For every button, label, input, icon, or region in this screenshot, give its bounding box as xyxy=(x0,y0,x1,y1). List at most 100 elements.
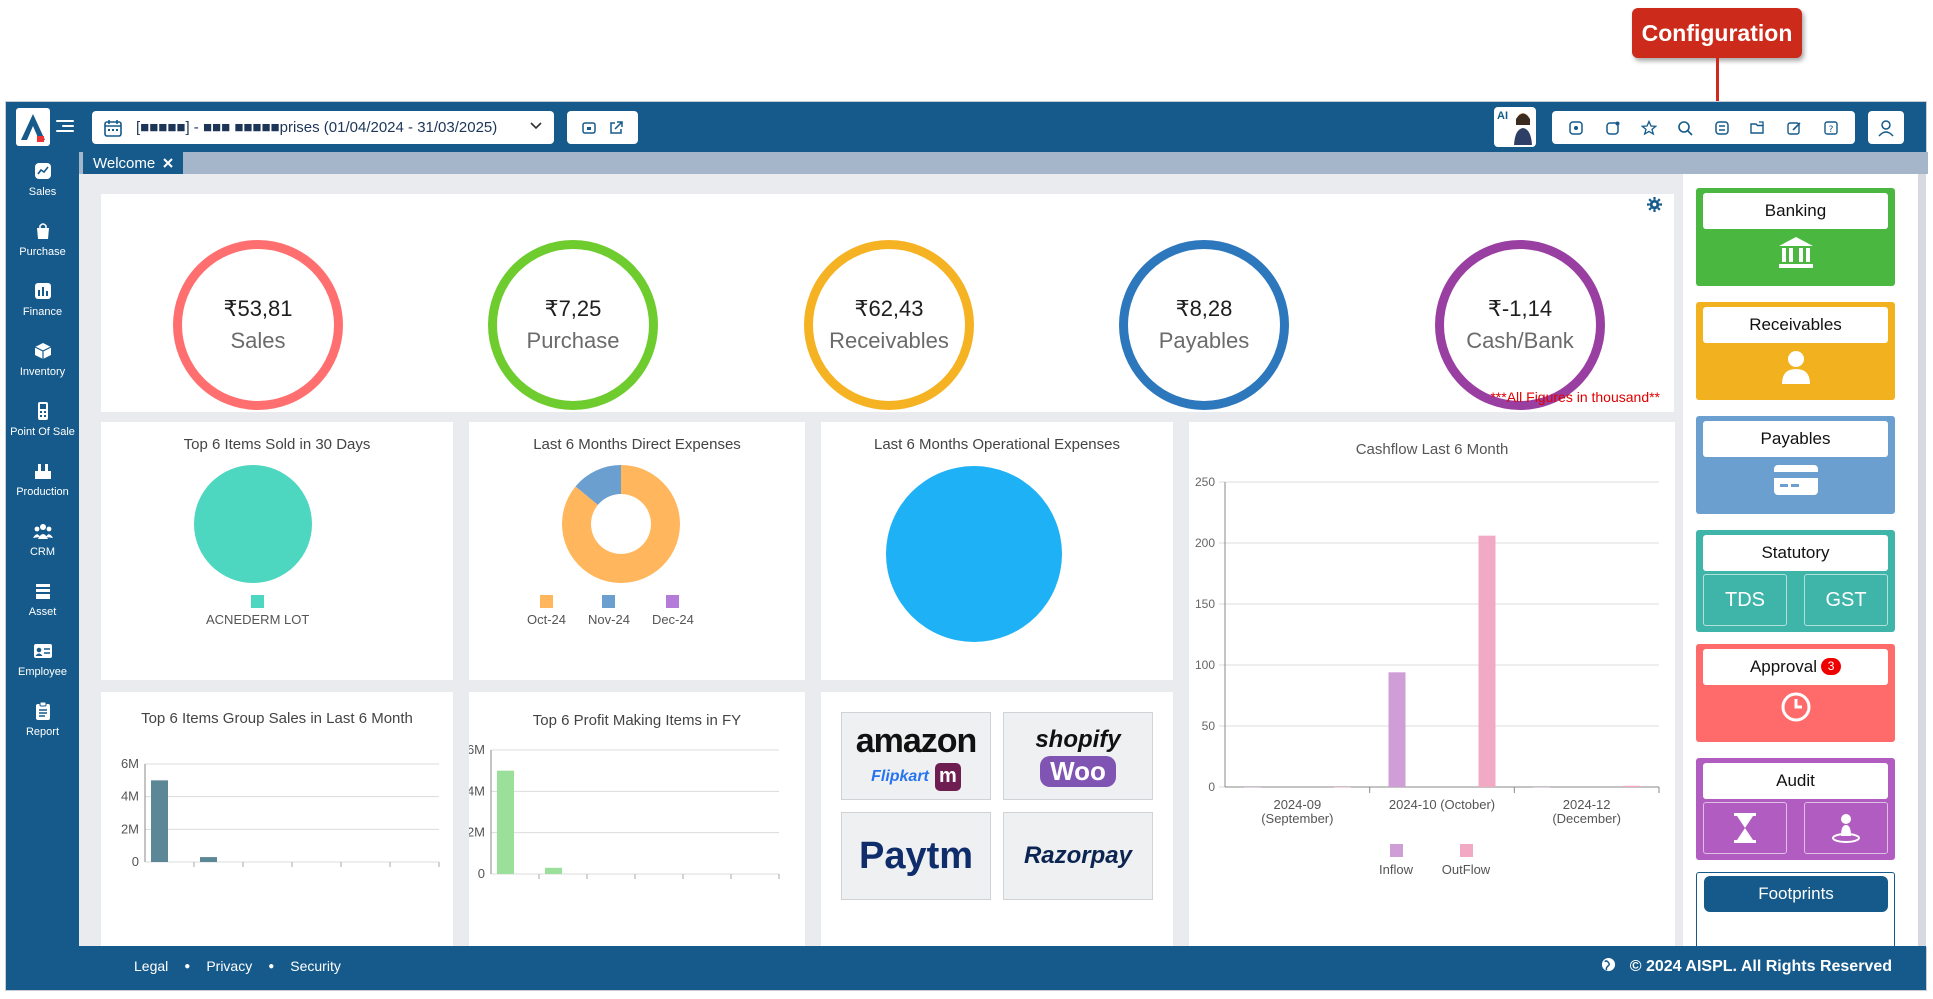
hourglass-button[interactable] xyxy=(1703,802,1787,854)
external-link-icon[interactable] xyxy=(607,119,625,137)
donut-slice[interactable] xyxy=(562,465,680,583)
help-icon[interactable]: ? xyxy=(1822,119,1840,137)
legend-label[interactable]: Inflow xyxy=(1379,862,1414,877)
kpi-payables[interactable]: ₹8,28 Payables xyxy=(1119,240,1289,410)
cashflow-bar[interactable] xyxy=(1333,787,1351,788)
cashflow-bar[interactable] xyxy=(1388,672,1406,787)
y-tick-label: 100 xyxy=(1195,658,1215,672)
legend-item[interactable]: ACNEDERM LOT xyxy=(206,595,309,627)
search-icon[interactable] xyxy=(1676,119,1694,137)
cashflow-bar[interactable] xyxy=(1243,787,1261,788)
bar[interactable] xyxy=(200,857,217,862)
sidebar-item-sales[interactable]: Sales xyxy=(6,152,79,212)
dashboard-content: ₹53,81 Sales ₹7,25 Purchase ₹62,43 Recei… xyxy=(79,174,1928,947)
shopify-woo-logo[interactable]: shopify Woo xyxy=(1003,712,1153,800)
paytm-logo[interactable]: Paytm xyxy=(841,812,991,900)
audit-trail-button[interactable] xyxy=(1804,802,1888,854)
app-logo[interactable] xyxy=(16,108,50,146)
paytm-logo-text: Paytm xyxy=(858,834,974,877)
razorpay-logo[interactable]: Razorpay xyxy=(1003,812,1153,900)
security-link[interactable]: Security xyxy=(290,958,341,974)
legal-link[interactable]: Legal xyxy=(134,958,169,974)
legend-label[interactable]: OutFlow xyxy=(1442,862,1491,877)
amazon-flipkart-meesho-logo[interactable]: amazon Flipkart m xyxy=(841,712,991,800)
y-tick-label: 50 xyxy=(1202,719,1216,733)
sidebar-item-finance[interactable]: Finance xyxy=(6,272,79,332)
pos-terminal-icon xyxy=(32,400,54,422)
close-tab-icon[interactable] xyxy=(163,155,173,172)
vertical-scrollbar[interactable] xyxy=(1918,174,1926,947)
gst-button[interactable]: GST xyxy=(1804,574,1888,626)
cashflow-bar[interactable] xyxy=(1533,787,1551,788)
sidebar-item-employee[interactable]: Employee xyxy=(6,632,79,692)
legend-item[interactable]: Nov-24 xyxy=(588,595,630,627)
receivables-tile[interactable]: Receivables xyxy=(1696,302,1895,400)
kpi-value: ₹8,28 xyxy=(1175,296,1233,321)
banking-tile[interactable]: Banking xyxy=(1696,188,1895,286)
tab-strip: Welcome xyxy=(79,152,1928,174)
bar[interactable] xyxy=(545,867,562,874)
configuration-icon[interactable] xyxy=(1713,119,1731,137)
sidebar-item-point-of-sale[interactable]: Point Of Sale xyxy=(6,392,79,452)
hourglass-icon xyxy=(1734,813,1756,843)
sidebar-item-inventory[interactable]: Inventory xyxy=(6,332,79,392)
footer: Legal ● Privacy ● Security © 2024 AISPL.… xyxy=(6,946,1926,990)
kpi-receivables[interactable]: ₹62,43 Receivables xyxy=(804,240,974,410)
user-profile-button[interactable] xyxy=(1868,111,1904,144)
notification-icon[interactable] xyxy=(1604,119,1622,137)
kpi-purchase[interactable]: ₹7,25 Purchase xyxy=(488,240,658,410)
chevron-down-icon[interactable] xyxy=(530,118,542,137)
profit-items-bar-chart: 6M 4M 2M 0 xyxy=(469,742,780,881)
folder-open-icon[interactable] xyxy=(1749,119,1767,137)
pie-slice[interactable] xyxy=(886,466,1062,642)
widget-title: Last 6 Months Operational Expenses xyxy=(874,436,1120,453)
ai-assistant-button[interactable]: AI xyxy=(1494,107,1536,147)
sidebar-item-asset[interactable]: Asset xyxy=(6,572,79,632)
callout-label: Configuration xyxy=(1641,19,1793,46)
y-tick-label: 6M xyxy=(121,756,139,771)
globe-icon[interactable] xyxy=(1601,957,1616,977)
tab-welcome[interactable]: Welcome xyxy=(83,152,184,174)
tds-button[interactable]: TDS xyxy=(1703,574,1787,626)
y-tick-label: 250 xyxy=(1195,475,1215,489)
top-bar: [■■■■■] - ■■■ ■■■■■prises (01/04/2024 - … xyxy=(6,102,1926,152)
gear-icon[interactable] xyxy=(1647,197,1662,216)
kpi-label: Payables xyxy=(1158,328,1250,353)
star-icon[interactable] xyxy=(1640,119,1658,137)
sidebar-item-crm[interactable]: CRM xyxy=(6,512,79,572)
legend-label: Oct-24 xyxy=(527,612,567,627)
hamburger-menu-icon[interactable] xyxy=(56,117,74,135)
kpi-cash-bank[interactable]: ₹-1,14 Cash/Bank xyxy=(1435,240,1605,410)
tds-label: TDS xyxy=(1725,588,1765,611)
cashflow-bar[interactable] xyxy=(1623,785,1641,787)
bar[interactable] xyxy=(151,780,168,862)
donut-slice[interactable] xyxy=(575,465,621,505)
cashflow-bar[interactable] xyxy=(1478,535,1496,787)
approval-tile[interactable]: Approval 3 xyxy=(1696,644,1895,742)
sidebar-item-production[interactable]: Production xyxy=(6,452,79,512)
edit-icon[interactable] xyxy=(1785,119,1803,137)
legend-item[interactable]: Dec-24 xyxy=(652,595,694,627)
footprints-button[interactable]: Footprints xyxy=(1704,876,1888,912)
tab-label: Welcome xyxy=(93,154,156,172)
pie-slice[interactable] xyxy=(194,465,312,583)
bar[interactable] xyxy=(497,770,514,874)
sidebar-item-purchase[interactable]: Purchase xyxy=(6,212,79,272)
kpi-summary-card: ₹53,81 Sales ₹7,25 Purchase ₹62,43 Recei… xyxy=(101,194,1674,412)
company-selector[interactable]: [■■■■■] - ■■■ ■■■■■prises (01/04/2024 - … xyxy=(92,111,554,144)
quick-links-panel: Banking Receivables Payables Statutory T… xyxy=(1683,174,1928,947)
calculator-icon[interactable] xyxy=(1567,119,1585,137)
y-tick-label: 4M xyxy=(469,783,485,798)
kpi-label: Cash/Bank xyxy=(1466,328,1574,353)
privacy-link[interactable]: Privacy xyxy=(206,958,253,974)
woo-logo-text: Woo xyxy=(1040,755,1116,787)
assistant-avatar-icon xyxy=(1514,113,1532,145)
screen-icon[interactable] xyxy=(580,119,598,137)
payables-tile[interactable]: Payables xyxy=(1696,416,1895,514)
sidebar-item-report[interactable]: Report xyxy=(6,692,79,752)
widget-top-items-sold: Top 6 Items Sold in 30 Days ACNEDERM LOT xyxy=(101,422,453,680)
legend-item[interactable]: Oct-24 xyxy=(527,595,566,627)
legend-swatch xyxy=(1460,844,1473,857)
kpi-sales[interactable]: ₹53,81 Sales xyxy=(173,240,343,410)
top-items-pie xyxy=(194,465,312,583)
